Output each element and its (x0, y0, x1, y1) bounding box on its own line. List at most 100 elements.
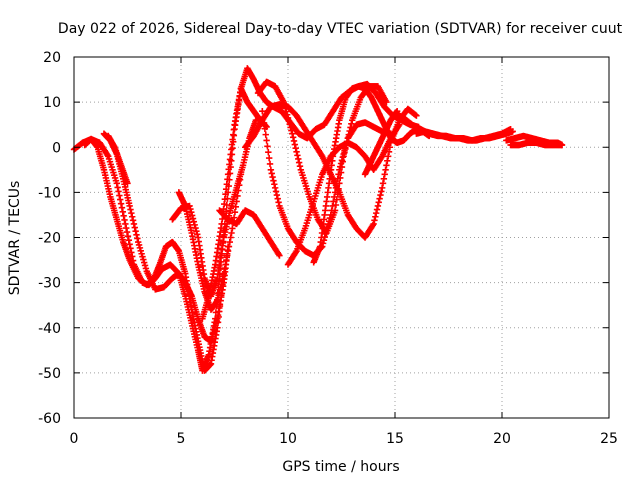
data-point (224, 252, 231, 259)
data-point (267, 166, 275, 174)
data-point (337, 160, 345, 167)
y-tick-label: -50 (38, 366, 61, 382)
data-point (123, 228, 131, 236)
x-tick-label: 25 (600, 431, 618, 447)
y-tick-label: -40 (38, 321, 61, 337)
data-point (115, 188, 122, 195)
data-point (340, 150, 347, 158)
data-point (261, 125, 269, 132)
data-point (275, 199, 282, 206)
data-point (270, 177, 277, 184)
data-point (263, 137, 270, 144)
data-point (134, 235, 141, 242)
data-point (114, 184, 121, 191)
data-point (119, 208, 126, 215)
data-point (374, 202, 382, 210)
data-point (336, 166, 343, 174)
data-point (331, 193, 338, 201)
y-tick-label: -20 (38, 231, 61, 247)
data-point (231, 209, 239, 216)
data-point (396, 121, 403, 128)
data-point (329, 202, 336, 210)
data-point (118, 204, 126, 211)
data-point (227, 234, 234, 241)
data-point (133, 231, 140, 238)
data-point (285, 117, 293, 125)
x-tick-label: 5 (177, 431, 186, 447)
data-point (266, 160, 274, 168)
y-tick-label: -30 (38, 276, 61, 292)
data-point (127, 245, 134, 252)
data-point (325, 218, 333, 225)
data-point (296, 163, 304, 170)
data-point (328, 207, 335, 214)
data-point (323, 227, 330, 234)
data-point (262, 131, 269, 138)
data-point (125, 237, 132, 244)
data-point (332, 201, 340, 209)
data-point (124, 180, 131, 187)
data-point (229, 225, 236, 232)
data-point (186, 202, 193, 210)
data-point (295, 155, 302, 163)
data-point (332, 184, 340, 192)
data-point (232, 203, 239, 211)
data-point (226, 238, 233, 246)
y-tick-label: 10 (43, 95, 61, 111)
data-point (333, 180, 340, 187)
data-point (381, 171, 388, 178)
axis-ticks (73, 56, 610, 419)
data-point (288, 127, 295, 134)
data-point (384, 157, 391, 164)
data-point (188, 209, 195, 216)
data-point (378, 188, 385, 195)
series-track-p (413, 126, 514, 144)
data-point (193, 227, 200, 235)
x-tick-label: 0 (70, 431, 79, 447)
data-point (291, 141, 299, 148)
series-track-r (507, 139, 566, 149)
data-point (113, 180, 120, 187)
x-tick-labels: 0 5 10 15 20 25 (70, 431, 618, 447)
data-point (558, 141, 566, 149)
data-point (128, 209, 135, 217)
data-point (271, 181, 278, 188)
x-tick-label: 15 (386, 431, 404, 447)
x-axis-label: GPS time / hours (282, 459, 399, 475)
data-point (331, 189, 339, 196)
data-point (385, 148, 393, 155)
data-point (141, 262, 149, 269)
data-point (338, 157, 346, 164)
data-point (383, 162, 390, 169)
data-point (132, 227, 139, 235)
data-point (124, 232, 132, 240)
chart-title: Day 022 of 2026, Sidereal Day-to-day VTE… (58, 21, 623, 37)
data-point (373, 206, 381, 213)
data-point (221, 265, 228, 273)
data-point (384, 153, 392, 160)
data-point (378, 184, 386, 192)
data-point (269, 173, 276, 181)
data-point (222, 261, 229, 268)
data-point (264, 143, 271, 150)
data-point (377, 191, 384, 199)
data-point (123, 224, 130, 232)
y-tick-labels: -60 -50 -40 -30 -20 -10 0 10 20 (38, 50, 61, 427)
data-point (289, 130, 296, 137)
data-point (413, 112, 420, 119)
data-point (294, 152, 301, 159)
data-point (292, 144, 299, 152)
data-point (117, 200, 125, 207)
data-point (225, 243, 233, 250)
data-point (284, 114, 292, 122)
data-point (260, 119, 268, 127)
data-point (228, 229, 235, 237)
y-tick-label: 20 (43, 50, 61, 66)
data-point (326, 214, 334, 222)
series-track-d (105, 132, 131, 187)
data-point (327, 211, 334, 219)
data-point (122, 220, 129, 228)
y-tick-label: -10 (38, 185, 61, 201)
data-point (283, 111, 291, 118)
